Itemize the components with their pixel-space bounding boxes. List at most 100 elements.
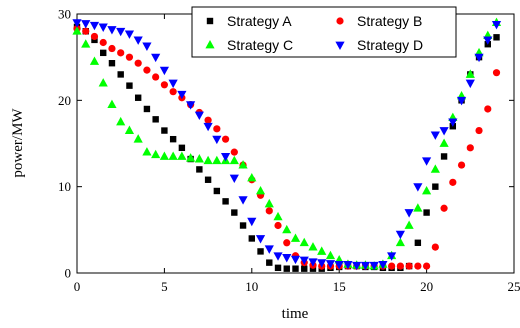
- x-tick-label: 10: [245, 279, 258, 294]
- legend-marker: [205, 40, 215, 49]
- data-point: [317, 246, 327, 255]
- data-point: [125, 53, 134, 61]
- data-point: [413, 183, 423, 192]
- data-point: [248, 235, 255, 242]
- data-point: [107, 26, 117, 35]
- data-point: [493, 34, 500, 41]
- data-point: [282, 254, 292, 263]
- data-point: [430, 131, 440, 140]
- data-point: [151, 53, 161, 63]
- data-point: [151, 149, 161, 159]
- data-point: [98, 78, 108, 87]
- data-point: [72, 19, 82, 28]
- data-point: [81, 39, 91, 48]
- data-point: [422, 157, 432, 166]
- data-point: [466, 144, 474, 152]
- data-point: [492, 69, 501, 77]
- data-point: [186, 153, 196, 162]
- y-axis-title: power/MW: [10, 108, 26, 178]
- data-point: [117, 49, 125, 57]
- data-point: [133, 134, 143, 143]
- axis-ticks: 0 5 10 15 20 25 0 10 20 30: [58, 7, 520, 295]
- data-point: [423, 209, 430, 216]
- data-point: [143, 105, 151, 113]
- data-point: [299, 237, 309, 247]
- legend-label: Strategy A: [227, 13, 292, 29]
- x-tick-label: 20: [420, 279, 433, 294]
- data-point: [142, 147, 152, 156]
- data-point: [134, 59, 142, 67]
- data-point: [369, 261, 379, 271]
- data-point: [456, 96, 467, 106]
- data-point: [212, 155, 222, 165]
- data-point: [317, 259, 327, 268]
- data-point: [265, 207, 273, 215]
- y-tick-label: 0: [65, 266, 72, 281]
- data-point: [440, 153, 448, 160]
- data-point: [484, 105, 492, 113]
- data-point: [177, 151, 187, 160]
- data-point: [274, 264, 282, 272]
- data-point: [273, 211, 283, 221]
- data-point: [177, 90, 187, 100]
- data-point: [203, 155, 213, 165]
- data-point: [266, 259, 273, 266]
- data-point: [395, 230, 405, 240]
- data-point: [413, 203, 423, 212]
- data-point: [126, 82, 133, 89]
- data-point: [169, 88, 177, 96]
- data-point: [239, 222, 247, 229]
- legend-label: Strategy D: [357, 37, 423, 53]
- data-point: [159, 66, 169, 76]
- data-point: [124, 125, 135, 134]
- data-point: [292, 265, 299, 272]
- data-point: [439, 127, 449, 136]
- data-point: [117, 71, 124, 78]
- data-point: [247, 217, 257, 227]
- y-tick-label: 30: [58, 7, 71, 22]
- data-point: [72, 26, 82, 35]
- legend-box: [191, 6, 457, 58]
- data-point: [142, 42, 152, 51]
- legend-item: Strategy A: [206, 13, 292, 29]
- data-point: [116, 116, 126, 126]
- data-point: [203, 122, 213, 132]
- data-point: [465, 69, 475, 78]
- data-point: [160, 81, 168, 89]
- series-strategy-d: [72, 19, 502, 271]
- data-point: [168, 79, 178, 89]
- data-point: [423, 262, 431, 270]
- data-point: [290, 233, 301, 242]
- data-point: [448, 118, 458, 127]
- data-point: [430, 164, 440, 173]
- y-tick-label: 20: [58, 93, 71, 108]
- y-tick-label: 10: [58, 179, 71, 194]
- data-point: [360, 261, 371, 271]
- data-point: [255, 235, 266, 244]
- data-point: [290, 255, 301, 265]
- data-point: [404, 220, 414, 229]
- x-tick-label: 15: [333, 279, 346, 294]
- data-point: [116, 27, 126, 37]
- data-point: [343, 260, 353, 270]
- data-point: [457, 161, 466, 169]
- data-point: [196, 166, 203, 173]
- data-point: [168, 151, 178, 160]
- data-point: [388, 262, 396, 270]
- data-point: [352, 261, 362, 271]
- data-point: [475, 126, 483, 135]
- data-point: [231, 209, 238, 216]
- data-point: [422, 185, 432, 195]
- data-point: [449, 178, 457, 186]
- data-point: [194, 111, 204, 121]
- data-point: [274, 221, 282, 230]
- data-point: [143, 66, 151, 74]
- data-point: [152, 73, 160, 81]
- legend-marker: [206, 17, 214, 25]
- data-point: [178, 144, 186, 152]
- data-point: [98, 23, 108, 32]
- data-point: [273, 252, 283, 261]
- data-point: [161, 127, 168, 134]
- data-point: [204, 116, 212, 124]
- data-point: [100, 49, 107, 57]
